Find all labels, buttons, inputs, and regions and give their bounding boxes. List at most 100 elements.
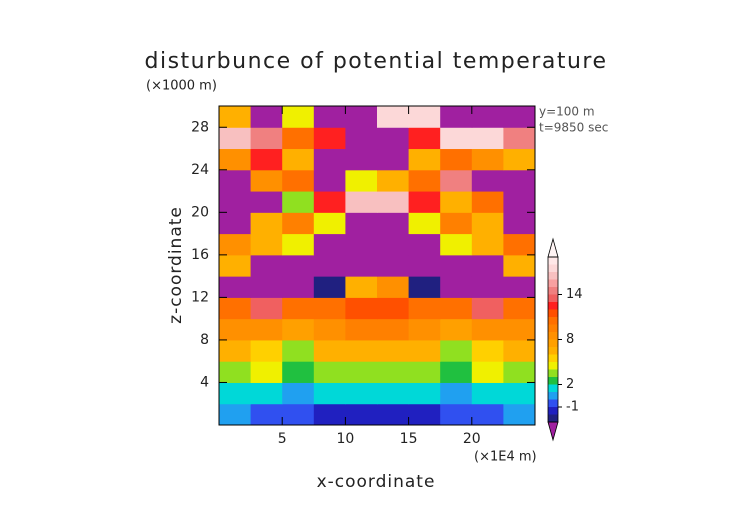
contour-cell xyxy=(471,212,504,235)
contour-cell xyxy=(345,276,378,298)
contour-cell xyxy=(440,148,473,171)
x-unit-label: (×1E4 m) xyxy=(474,450,537,465)
contour-cell xyxy=(313,233,346,256)
colorbar-band xyxy=(548,294,558,302)
contour-cell xyxy=(503,233,536,256)
contour-cell xyxy=(471,403,504,426)
annotation: t=9850 sec xyxy=(539,121,608,135)
contour-cell xyxy=(408,382,441,405)
contour-cell xyxy=(503,127,536,150)
contour-cell xyxy=(471,339,504,362)
contour-cell xyxy=(345,297,378,320)
colorbar-band xyxy=(548,384,558,392)
contour-cell xyxy=(250,148,283,171)
x-tick-label: 5 xyxy=(278,431,287,447)
contour-cell xyxy=(471,276,504,298)
colorbar-band xyxy=(548,407,558,415)
x-tick-label: 20 xyxy=(463,431,481,447)
contour-cell xyxy=(282,382,315,405)
contour-cell xyxy=(250,276,283,298)
contour-cell xyxy=(282,106,315,128)
contour-cell xyxy=(345,339,378,362)
contour-cell xyxy=(250,297,283,320)
contour-cell xyxy=(313,212,346,235)
colorbar-band xyxy=(548,272,558,280)
contour-cell xyxy=(219,361,252,383)
contour-cell xyxy=(219,297,252,320)
contour-cell xyxy=(282,297,315,320)
contour-cell xyxy=(377,191,410,213)
contour-cell xyxy=(440,169,473,192)
contour-cell xyxy=(313,148,346,171)
y-tick-label: 24 xyxy=(191,162,209,178)
contour-cell xyxy=(377,382,410,405)
colorbar-band xyxy=(548,414,558,422)
contour-cell xyxy=(503,361,536,383)
contour-cell xyxy=(471,318,504,341)
contour-cell xyxy=(471,382,504,405)
contour-cell xyxy=(440,254,473,277)
contour-cell xyxy=(282,339,315,362)
colorbar-band xyxy=(548,347,558,355)
contour-cell xyxy=(503,191,536,213)
contour-cell xyxy=(408,339,441,362)
contour-cell xyxy=(440,403,473,426)
colorbar-band xyxy=(548,354,558,362)
colorbar-band xyxy=(548,257,558,265)
contour-cell xyxy=(440,233,473,256)
contour-cell xyxy=(503,382,536,405)
contour-cell xyxy=(313,361,346,383)
contour-cell xyxy=(471,169,504,192)
contour-cell xyxy=(471,127,504,150)
y-axis-label: z-coordinate xyxy=(166,206,186,324)
contour-cell xyxy=(345,233,378,256)
contour-cell xyxy=(250,254,283,277)
contour-cell xyxy=(282,233,315,256)
contour-cell xyxy=(471,106,504,128)
contour-cell xyxy=(219,169,252,192)
contour-cell xyxy=(313,403,346,426)
contour-cell xyxy=(408,233,441,256)
contour-cell xyxy=(377,403,410,426)
contour-cell xyxy=(471,148,504,171)
contour-cell xyxy=(377,233,410,256)
contour-cell xyxy=(377,106,410,128)
contour-cell xyxy=(282,191,315,213)
contour-cell xyxy=(313,276,346,298)
colorbar-band xyxy=(548,392,558,400)
contour-cell xyxy=(503,148,536,171)
contour-cell xyxy=(345,318,378,341)
contour-cell xyxy=(408,148,441,171)
y-tick-label: 4 xyxy=(200,374,209,390)
y-tick-label: 20 xyxy=(191,204,209,220)
contour-cell xyxy=(377,318,410,341)
contour-cell xyxy=(282,361,315,383)
contour-cell xyxy=(503,106,536,128)
contour-cell xyxy=(250,318,283,341)
contour-cell xyxy=(440,212,473,235)
contour-cell xyxy=(282,148,315,171)
contour-cell xyxy=(408,276,441,298)
contour-cell xyxy=(377,276,410,298)
contour-cell xyxy=(250,361,283,383)
colorbar-band xyxy=(548,279,558,287)
contour-cell xyxy=(408,361,441,383)
contour-cell xyxy=(345,169,378,192)
contour-cell xyxy=(219,318,252,341)
colorbar-band xyxy=(548,362,558,370)
contour-cell xyxy=(313,318,346,341)
annotation: y=100 m xyxy=(539,105,595,119)
contour-cell xyxy=(282,276,315,298)
contour-cell xyxy=(219,403,252,426)
contour-cell xyxy=(250,169,283,192)
contour-cell xyxy=(471,361,504,383)
contour-cell xyxy=(313,297,346,320)
contour-cell xyxy=(345,191,378,213)
colorbar-band xyxy=(548,377,558,385)
contour-cell xyxy=(282,318,315,341)
colorbar-band xyxy=(548,309,558,317)
contour-cell xyxy=(377,254,410,277)
contour-cell xyxy=(313,127,346,150)
colorbar-band xyxy=(548,264,558,272)
